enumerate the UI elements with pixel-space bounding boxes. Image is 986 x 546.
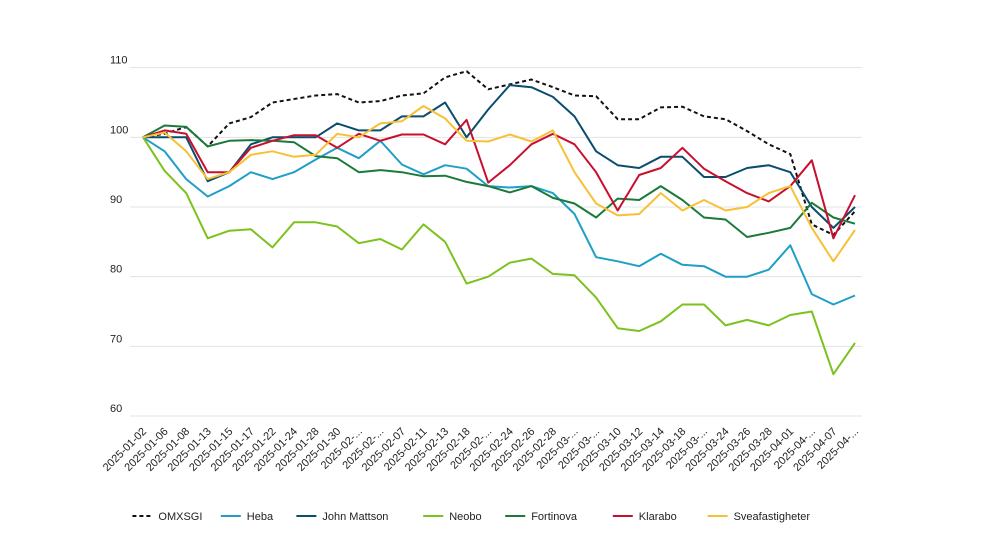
y-tick-label: 110 (110, 55, 128, 67)
y-tick-label: 80 (110, 264, 122, 276)
legend-label: Heba (247, 511, 274, 523)
series-line (142, 136, 856, 306)
y-tick-label: 90 (110, 194, 122, 206)
series-line (142, 136, 856, 376)
legend-label: Neobo (449, 511, 481, 523)
series-line (142, 70, 856, 236)
legend-label: John Mattson (322, 511, 388, 523)
series-line (142, 105, 856, 263)
series-line (142, 118, 856, 240)
legend-label: Klarabo (639, 511, 677, 523)
y-tick-label: 70 (110, 333, 122, 345)
series-line (142, 124, 856, 238)
legend-label: Fortinova (531, 511, 578, 523)
legend-label: Sveafastigheter (734, 511, 811, 523)
legend-label: OMXSGI (158, 511, 202, 523)
y-tick-label: 100 (110, 124, 128, 136)
y-tick-label: 60 (110, 403, 122, 415)
